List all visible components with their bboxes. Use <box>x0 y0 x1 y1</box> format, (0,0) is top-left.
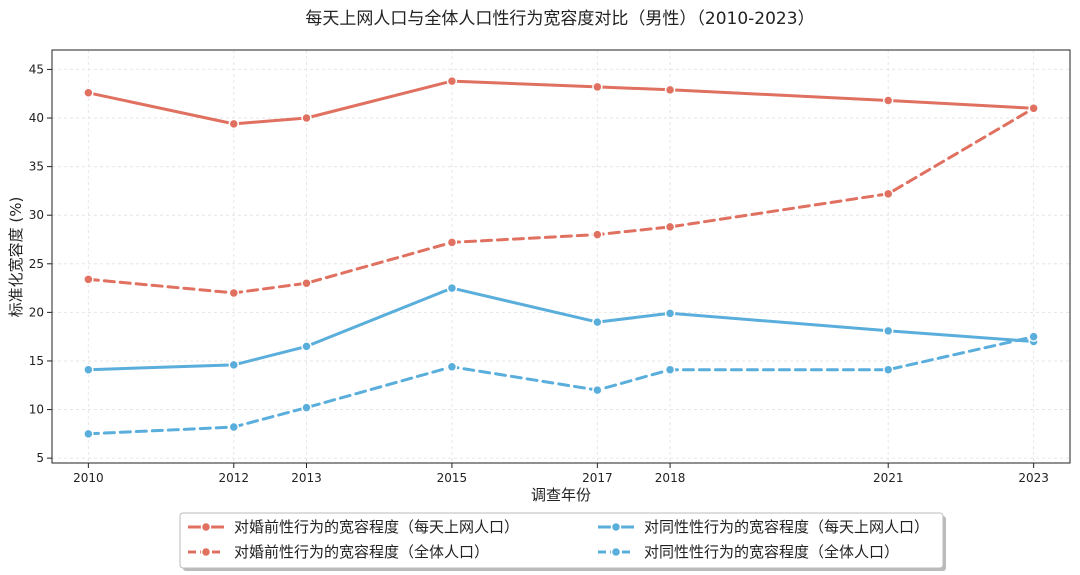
data-point <box>882 95 894 106</box>
x-axis: 2010 2012 2013 2015 2017 2018 2021 2023 <box>73 463 1049 485</box>
series-line-3 <box>86 335 1036 436</box>
y-tick-label: 45 <box>29 62 44 76</box>
data-point <box>664 221 676 233</box>
data-point <box>664 308 676 319</box>
y-tick-label: 10 <box>29 403 44 417</box>
x-tick-label: 2021 <box>873 471 904 485</box>
data-point <box>882 325 894 337</box>
data-point <box>83 87 94 99</box>
x-tick-label: 2010 <box>73 471 104 485</box>
data-point <box>1028 331 1039 342</box>
y-tick-label: 40 <box>29 111 44 125</box>
data-point <box>83 428 94 440</box>
y-tick-label: 15 <box>29 354 44 368</box>
data-point <box>592 81 603 93</box>
y-tick-label: 5 <box>36 451 44 465</box>
legend-marker <box>200 546 212 558</box>
data-point <box>301 277 312 289</box>
legend-label: 对婚前性行为的宽容程度（全体人口） <box>234 543 489 561</box>
x-tick-label: 2015 <box>437 471 468 485</box>
data-point <box>446 282 458 294</box>
x-tick-label: 2017 <box>582 471 613 485</box>
series-line-0 <box>86 79 1036 126</box>
series-line-1 <box>86 106 1036 295</box>
data-point <box>83 364 94 375</box>
y-tick-label: 35 <box>29 160 44 174</box>
data-point <box>882 188 894 200</box>
grid <box>52 50 1070 463</box>
x-axis-label: 调查年份 <box>531 486 591 504</box>
y-axis-label: 标准化宽容度 (%) <box>7 197 25 318</box>
data-point <box>446 361 458 373</box>
data-point <box>301 112 312 124</box>
legend-marker <box>610 546 622 558</box>
y-axis: 5 10 15 20 25 30 35 40 45 <box>29 62 52 465</box>
data-point <box>446 75 458 87</box>
data-point <box>301 402 312 413</box>
data-point <box>592 316 603 328</box>
y-tick-label: 30 <box>29 208 44 222</box>
data-point <box>882 364 894 375</box>
y-tick-label: 25 <box>29 257 44 271</box>
legend-marker <box>200 521 212 533</box>
data-point <box>301 341 312 352</box>
legend: 对婚前性行为的宽容程度（每天上网人口） 对婚前性行为的宽容程度（全体人口） 对同性性… <box>179 512 946 571</box>
data-point <box>83 274 94 285</box>
series-layer <box>83 75 1039 440</box>
data-point <box>228 118 240 130</box>
x-tick-label: 2012 <box>219 471 250 485</box>
data-point <box>228 421 240 433</box>
y-tick-label: 20 <box>29 305 44 319</box>
legend-label: 对同性性行为的宽容程度（全体人口） <box>644 543 899 561</box>
legend-marker <box>610 521 622 533</box>
legend-box <box>179 512 944 569</box>
x-tick-label: 2013 <box>291 471 322 485</box>
data-point <box>592 229 603 240</box>
x-tick-label: 2018 <box>655 471 686 485</box>
data-point <box>1028 103 1039 114</box>
legend-label: 对婚前性行为的宽容程度（每天上网人口） <box>234 518 519 536</box>
data-point <box>228 287 240 299</box>
data-point <box>664 364 676 375</box>
data-point <box>664 84 676 96</box>
series-line-2 <box>86 286 1036 372</box>
x-tick-label: 2023 <box>1018 471 1049 485</box>
data-point <box>592 384 603 396</box>
legend-label: 对同性性行为的宽容程度（每天上网人口） <box>644 518 929 536</box>
chart-title: 每天上网人口与全体人口性行为宽容度对比（男性）（2010-2023） <box>305 9 814 29</box>
data-point <box>446 237 458 248</box>
plot-frame <box>51 49 1071 464</box>
data-point <box>228 359 240 371</box>
